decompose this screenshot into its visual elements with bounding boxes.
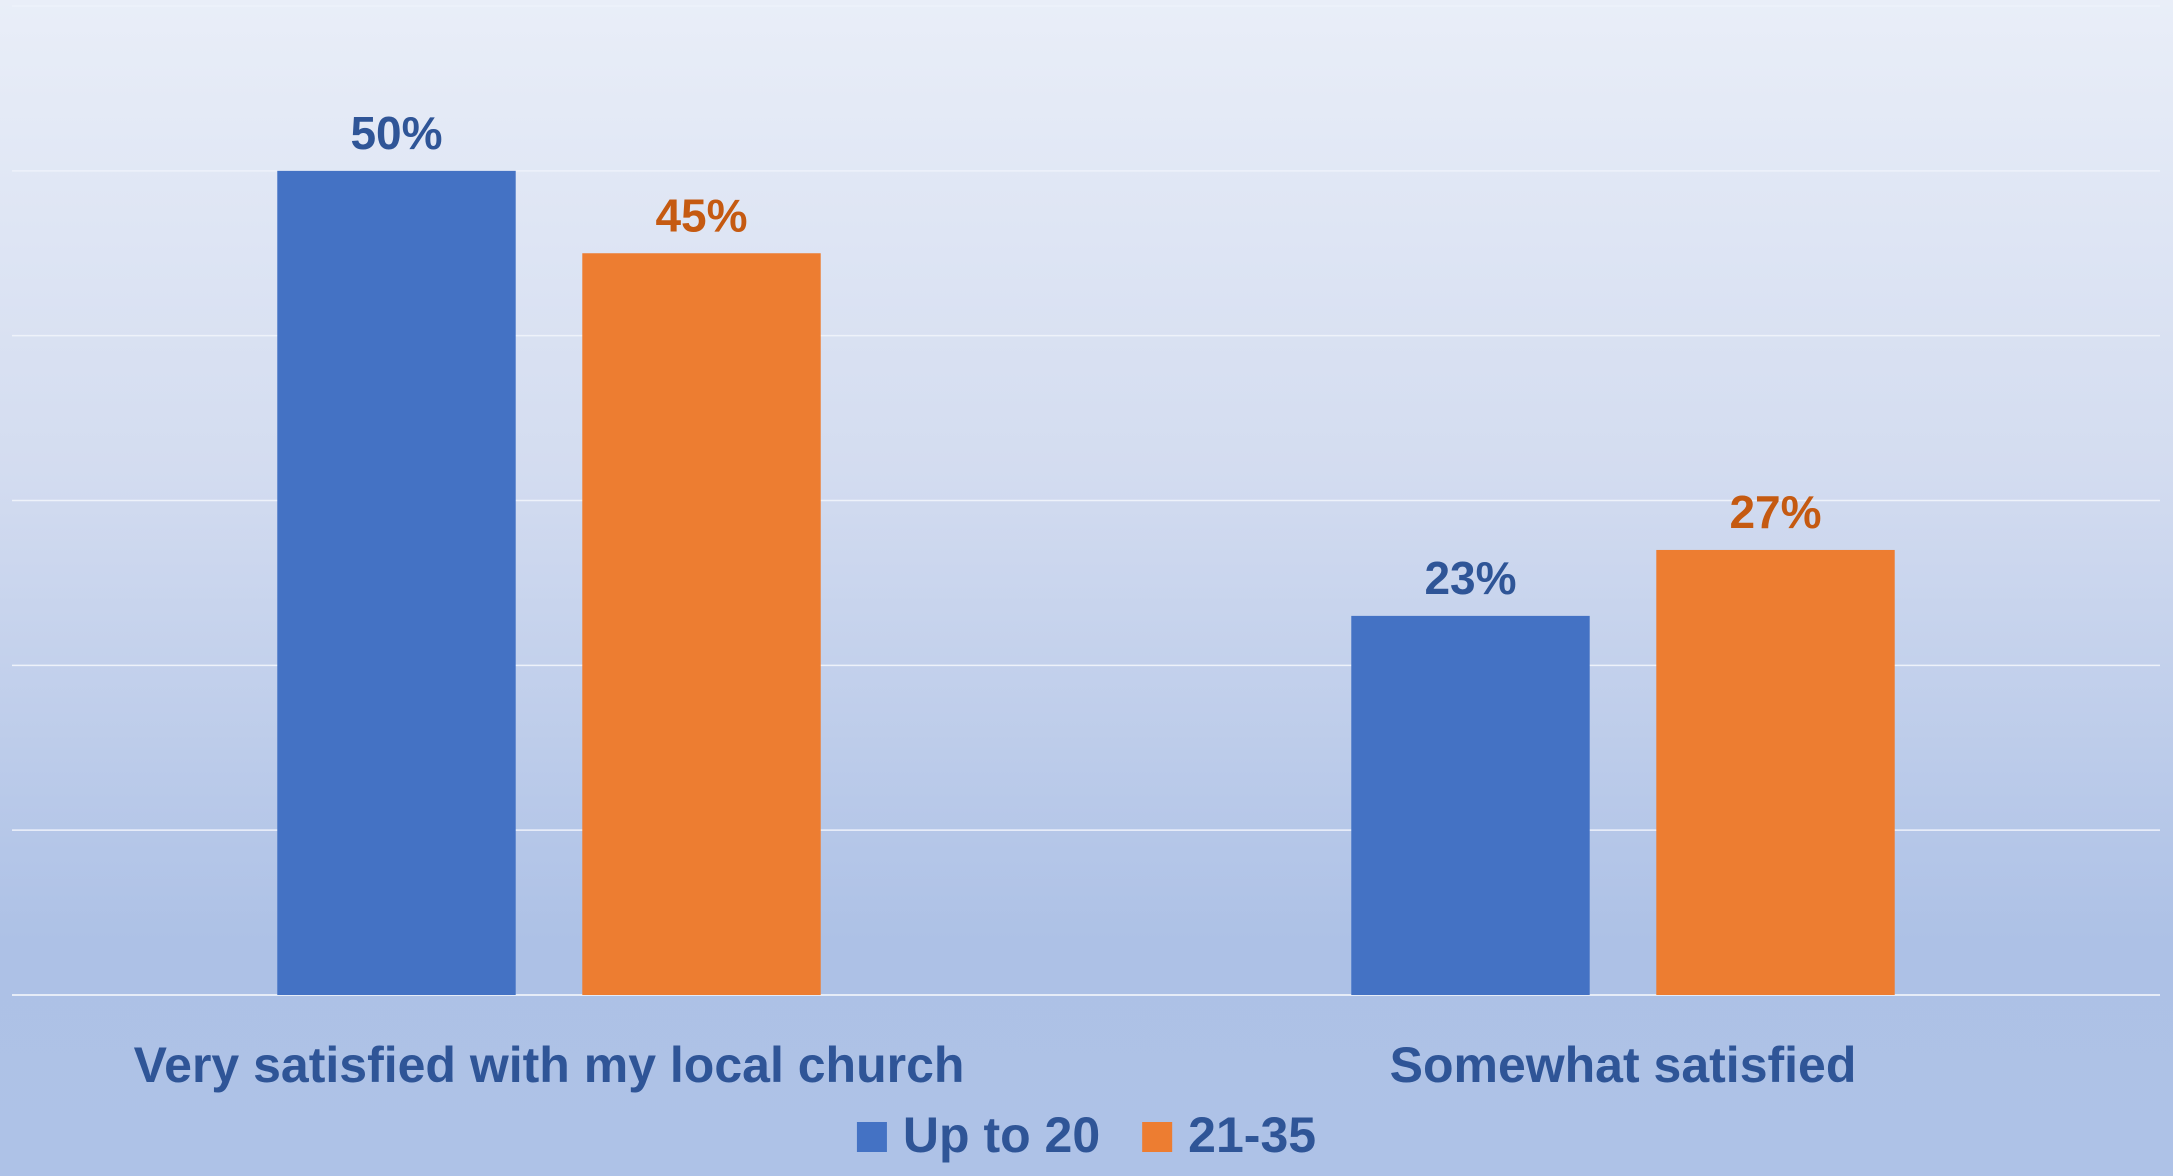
data-label: 50% [350, 107, 442, 159]
bar [1351, 615, 1590, 995]
bars [277, 170, 1895, 996]
category-labels: Very satisfied with my local church Somew… [134, 1037, 1857, 1093]
legend-label: 21-35 [1188, 1107, 1316, 1163]
category-label: Somewhat satisfied [1390, 1037, 1857, 1093]
bar [1656, 549, 1895, 995]
data-label: 45% [655, 189, 747, 241]
legend-swatch [856, 1122, 887, 1152]
bar [582, 253, 821, 995]
data-label: 27% [1729, 486, 1821, 538]
legend-swatch [1142, 1122, 1173, 1152]
legend-label: Up to 20 [903, 1107, 1100, 1163]
data-labels: 50% 45% 23% 27% [350, 107, 1821, 604]
category-label: Very satisfied with my local church [134, 1037, 965, 1093]
bar [277, 170, 516, 996]
legend: Up to 20 21-35 [856, 1107, 1316, 1163]
data-label: 23% [1424, 552, 1516, 604]
